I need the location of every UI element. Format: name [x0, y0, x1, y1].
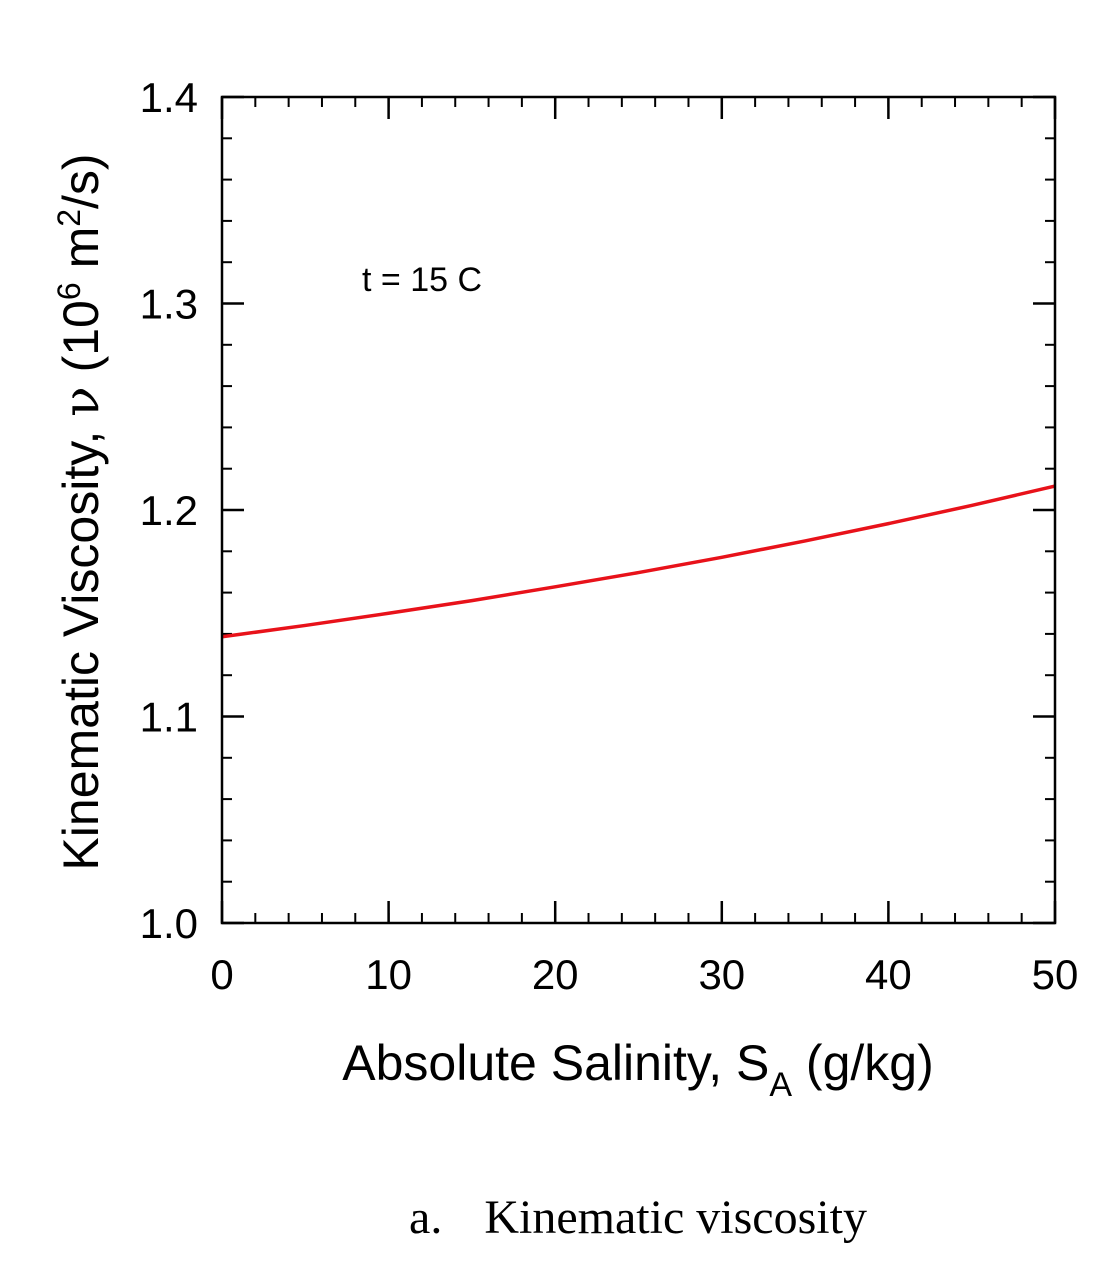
x-tick-label: 30: [698, 951, 745, 998]
x-axis-title: Absolute Salinity, SA (g/kg): [342, 1035, 933, 1104]
y-tick-label: 1.4: [140, 74, 198, 121]
y-tick-label: 1.0: [140, 900, 198, 947]
tick-labels: 0 10 20 30 40 50 1.0 1.1 1.2 1.3 1.4: [140, 74, 1079, 998]
series-line: [221, 484, 1056, 639]
x-tick-label: 20: [532, 951, 579, 998]
y-axis-title-sup2: 2: [51, 209, 87, 227]
y-axis-title-symbol: ν: [52, 386, 110, 416]
x-tick-label: 0: [210, 951, 233, 998]
x-tick-label: 10: [365, 951, 412, 998]
y-axis-title: Kinematic Viscosity, ν (106 m2/s): [51, 153, 110, 870]
y-axis-title-part1: Kinematic Viscosity,: [53, 417, 109, 871]
y-tick-label: 1.3: [140, 281, 198, 328]
y-axis-title-part2: (10: [53, 300, 109, 386]
plot-frame: [220, 95, 1057, 925]
y-tick-label: 1.2: [140, 487, 198, 534]
caption-label: a.: [409, 1191, 442, 1244]
figure-caption: a. Kinematic viscosity: [409, 1191, 867, 1244]
y-axis-title-sup1: 6: [51, 282, 87, 300]
annotation-label: t = 15 C: [362, 261, 482, 299]
x-axis-title-subscript: A: [769, 1066, 792, 1104]
minor-ticks: [221, 96, 1056, 924]
caption-text: Kinematic viscosity: [484, 1191, 867, 1244]
x-axis-title-main: Absolute Salinity, S: [342, 1035, 769, 1091]
y-axis-title-part3: m: [53, 227, 109, 283]
y-tick-label: 1.1: [140, 694, 198, 741]
y-axis-title-part4: /s): [53, 153, 109, 209]
x-tick-label: 50: [1032, 951, 1079, 998]
x-axis-title-unit: (g/kg): [792, 1035, 934, 1091]
x-tick-label: 40: [865, 951, 912, 998]
major-ticks: [220, 95, 1057, 925]
